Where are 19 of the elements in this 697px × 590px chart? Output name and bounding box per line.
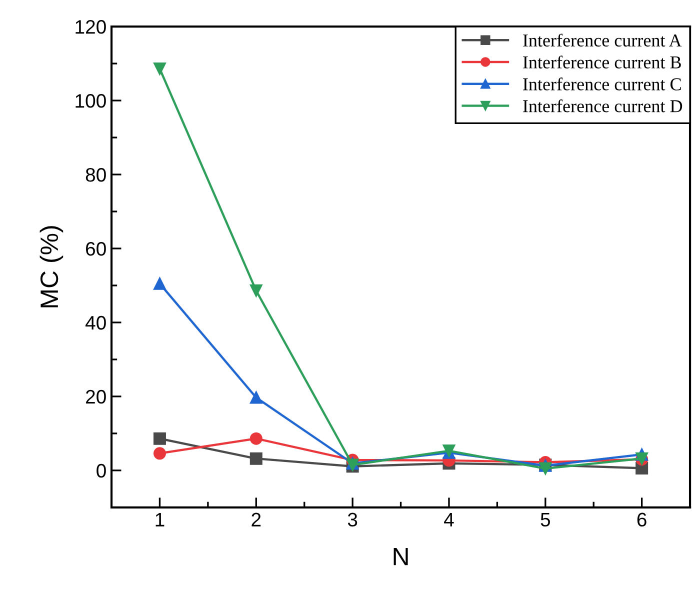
legend-label: Interference current A: [523, 34, 682, 47]
y-tick-label: 120: [76, 20, 106, 34]
legend-label: Interference current C: [523, 78, 681, 90]
x-tick-label: 5: [540, 512, 550, 527]
x-tick-label: 2: [252, 512, 261, 526]
y-tick-label: 80: [86, 168, 106, 182]
x-tick-label: 3: [348, 512, 358, 527]
y-tick-label: 100: [76, 94, 106, 108]
y-tick-label: 40: [85, 316, 106, 330]
legend-label: Interference current B: [523, 56, 681, 68]
y-axis-title: MC (%): [40, 226, 64, 308]
x-tick-label: 1: [156, 512, 164, 526]
x-tick-label: 6: [637, 512, 646, 527]
x-axis-title: N: [394, 548, 408, 566]
x-tick-label: 4: [444, 512, 454, 526]
y-tick-label: 0: [96, 464, 106, 478]
y-tick-label: 20: [86, 390, 106, 404]
y-tick-label: 60: [86, 242, 106, 256]
legend-label: Interference current D: [523, 99, 682, 112]
